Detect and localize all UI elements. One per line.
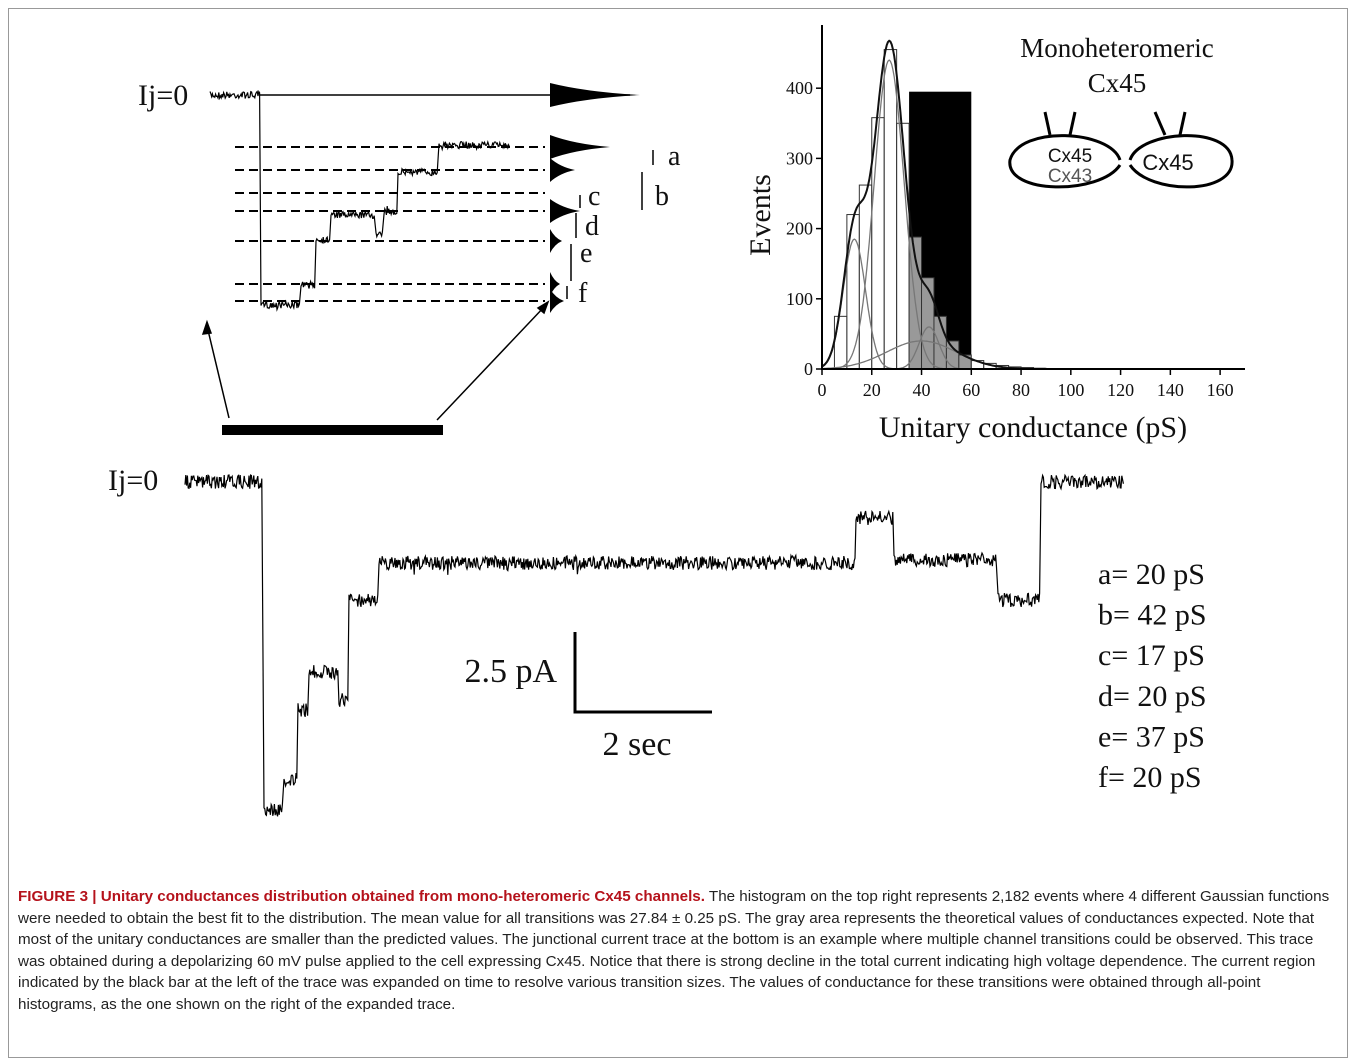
y-axis-label: Events xyxy=(744,174,777,256)
y-tick-label: 0 xyxy=(804,359,813,379)
conductance-label: c= 17 pS xyxy=(1098,639,1205,672)
all-point-histogram xyxy=(550,289,564,313)
all-point-histogram xyxy=(550,135,610,159)
current-trace xyxy=(184,473,1124,817)
conductance-label: e= 37 pS xyxy=(1098,720,1205,753)
x-tick-label: 0 xyxy=(818,380,827,400)
chart-title: Cx45 xyxy=(1088,68,1147,98)
all-point-histogram xyxy=(550,272,560,296)
y-tick-label: 400 xyxy=(786,78,813,98)
diagram xyxy=(1008,111,1234,189)
bar xyxy=(945,340,960,370)
bar xyxy=(921,277,935,370)
cell-label: Cx43 xyxy=(1048,166,1092,187)
chart-title: Monoheteromeric xyxy=(1020,33,1213,63)
x-tick-label: 120 xyxy=(1107,380,1134,400)
inset-dashes xyxy=(235,146,545,302)
conductance-label: b= 42 pS xyxy=(1098,599,1207,632)
transition-label: e xyxy=(580,238,592,269)
x-tick-label: 40 xyxy=(913,380,931,400)
expanded-region-bar xyxy=(222,425,443,435)
conductance-label: a= 20 pS xyxy=(1098,558,1205,591)
conductance-label: d= 20 pS xyxy=(1098,680,1207,713)
y-tick-label: 200 xyxy=(786,219,813,239)
figure-frame xyxy=(8,8,1348,1058)
caption-label: FIGURE 3 | Unitary conductances distribu… xyxy=(18,888,705,905)
transition-label: c xyxy=(588,181,600,212)
bar xyxy=(883,49,898,370)
scale-current: 2.5 pA xyxy=(464,653,557,690)
cell-label: Cx45 xyxy=(1142,150,1193,175)
inset-trace xyxy=(209,90,510,312)
caption-text: The histogram on the top right represent… xyxy=(18,888,1330,1013)
transition-label: b xyxy=(655,181,669,212)
scale-bar xyxy=(573,632,712,714)
arrows xyxy=(201,150,654,421)
transition-label: d xyxy=(585,211,599,242)
all-point-histogram xyxy=(550,158,575,182)
bar xyxy=(833,315,848,370)
x-axis-label: Unitary conductance (pS) xyxy=(879,411,1187,444)
figure: Ij=0 Ij=0 2.5 pA 2 sec Cx45 Cx43 Cx45 ab… xyxy=(108,25,1245,817)
conductance-label: f= 20 pS xyxy=(1098,761,1202,794)
caption: FIGURE 3 | Unitary conductances distribu… xyxy=(18,886,1340,1015)
all-point-histogram xyxy=(550,229,562,253)
x-tick-label: 60 xyxy=(962,380,980,400)
inset-zero-label: Ij=0 xyxy=(138,79,188,112)
scale-time: 2 sec xyxy=(603,726,672,763)
transition-label: a xyxy=(668,141,681,172)
y-tick-label: 100 xyxy=(786,289,813,309)
all-point-histogram xyxy=(550,199,580,223)
x-tick-label: 140 xyxy=(1157,380,1184,400)
x-tick-label: 100 xyxy=(1057,380,1084,400)
transition-label: f xyxy=(578,278,588,309)
cell-label: Cx45 xyxy=(1048,146,1092,167)
trace-zero-label: Ij=0 xyxy=(108,464,158,497)
y-tick-label: 300 xyxy=(786,148,813,168)
all-point-histogram xyxy=(550,83,640,107)
x-tick-label: 20 xyxy=(863,380,881,400)
x-tick-label: 160 xyxy=(1207,380,1234,400)
x-tick-label: 80 xyxy=(1012,380,1030,400)
